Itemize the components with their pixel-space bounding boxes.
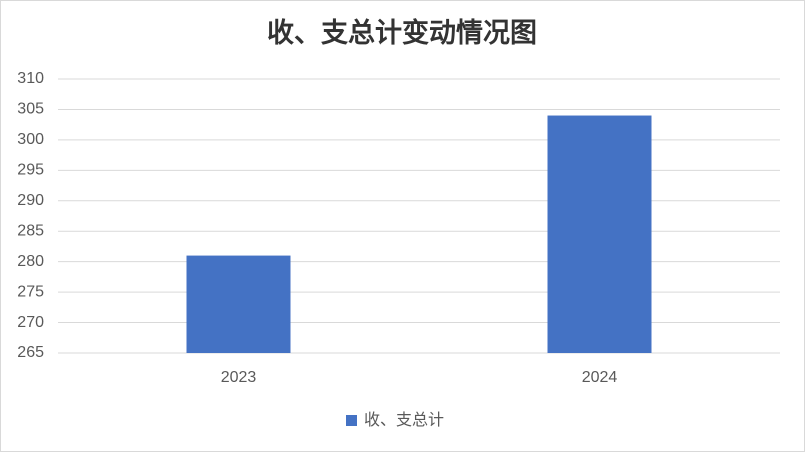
x-tick-label: 2023 <box>221 369 257 386</box>
y-tick-label: 280 <box>17 253 44 270</box>
y-tick-label: 270 <box>17 314 44 331</box>
y-tick-label: 275 <box>17 283 44 300</box>
bar <box>547 115 652 354</box>
y-tick-label: 305 <box>17 101 44 118</box>
y-tick-label: 290 <box>17 192 44 209</box>
legend-label: 收、支总计 <box>364 411 444 429</box>
bar <box>186 255 291 353</box>
y-tick-label: 265 <box>17 344 44 361</box>
legend-swatch <box>346 415 357 426</box>
y-tick-label: 310 <box>17 70 44 87</box>
x-tick-label: 2024 <box>582 369 618 386</box>
y-tick-label: 300 <box>17 131 44 148</box>
y-tick-label: 285 <box>17 222 44 239</box>
y-tick-label: 295 <box>17 162 44 179</box>
chart-title: 收、支总计变动情况图 <box>267 17 537 48</box>
